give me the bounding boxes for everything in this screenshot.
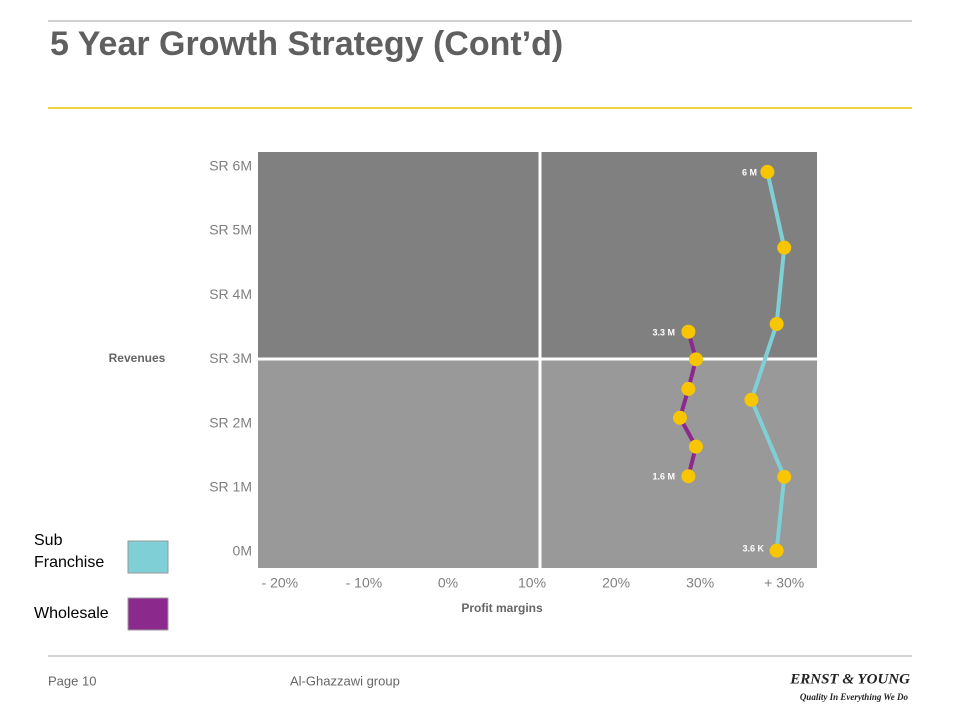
data-point [777, 469, 792, 484]
legend-label: Wholesale [34, 605, 109, 622]
lower-quadrants [258, 359, 817, 568]
data-point [672, 410, 687, 425]
series-line [749, 171, 787, 551]
data-point [760, 164, 775, 179]
x-tick-label: - 10% [346, 575, 383, 591]
y-tick-label: 0M [233, 543, 252, 559]
y-tick-label: SR 3M [209, 350, 252, 366]
annotation: 3.6 K [742, 543, 764, 553]
x-tick-label: + 30% [764, 575, 804, 591]
data-point [769, 317, 784, 332]
y-tick-label: SR 5M [209, 222, 252, 238]
x-tick-label: 10% [518, 575, 546, 591]
x-tick-label: 20% [602, 575, 630, 591]
data-point [769, 543, 784, 558]
x-tick-label: 30% [686, 575, 714, 591]
upper-quadrants [258, 152, 817, 359]
x-tick-label: - 20% [262, 575, 299, 591]
annotation: 1.6 M [652, 471, 675, 481]
y-tick-label: SR 6M [209, 157, 252, 173]
data-point [744, 392, 759, 407]
y-axis-label: Revenues [109, 351, 166, 365]
data-point [688, 352, 703, 367]
annotation: 3.3 M [652, 327, 675, 337]
y-tick-label: SR 2M [209, 414, 252, 430]
legend-label: Sub Franchise [34, 532, 104, 571]
data-point [681, 324, 696, 339]
legend-swatch [127, 597, 169, 631]
data-point [688, 439, 703, 454]
legend-swatch [127, 540, 169, 574]
y-tick-label: SR 4M [209, 286, 252, 302]
data-point [681, 381, 696, 396]
slide-title: 5 Year Growth Strategy (Cont’d) [50, 25, 563, 63]
logo-tagline: Quality In Everything We Do [800, 692, 909, 702]
data-point [681, 469, 696, 484]
legend: Sub Franchise Wholesale [34, 532, 169, 631]
data-point [777, 240, 792, 255]
page-number: Page 10 [48, 673, 96, 688]
x-tick-label: 0% [438, 575, 458, 591]
annotation: 6 M [742, 167, 757, 177]
y-tick-label: SR 1M [209, 478, 252, 494]
x-axis-label: Profit margins [461, 601, 543, 615]
logo-name: ERNST & YOUNG [789, 671, 910, 687]
plot [672, 164, 792, 558]
company: Al-Ghazzawi group [290, 673, 400, 688]
